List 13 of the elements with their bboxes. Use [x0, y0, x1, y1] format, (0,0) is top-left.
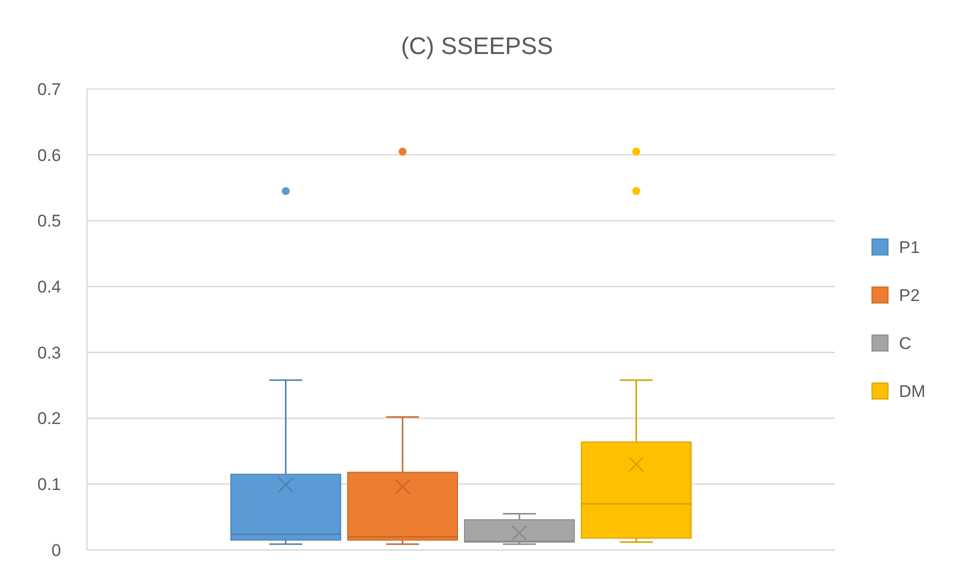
legend-label: P1	[899, 238, 920, 257]
chart-title: (C) SSEEPSS	[400, 33, 554, 60]
y-tick-label: 0.1	[37, 475, 61, 494]
y-tick-label: 0.2	[37, 409, 61, 428]
legend-label: P2	[899, 286, 920, 305]
legend-label: C	[899, 334, 912, 353]
y-tick-label: 0	[52, 540, 61, 560]
legend-label: DM	[899, 382, 926, 401]
y-tick-label: 0.3	[37, 343, 61, 362]
y-tick-label: 0.7	[37, 80, 61, 99]
y-tick-label: 0.4	[37, 278, 61, 297]
y-tick-label: 0.5	[37, 212, 61, 231]
y-tick-label: 0.6	[37, 146, 61, 165]
